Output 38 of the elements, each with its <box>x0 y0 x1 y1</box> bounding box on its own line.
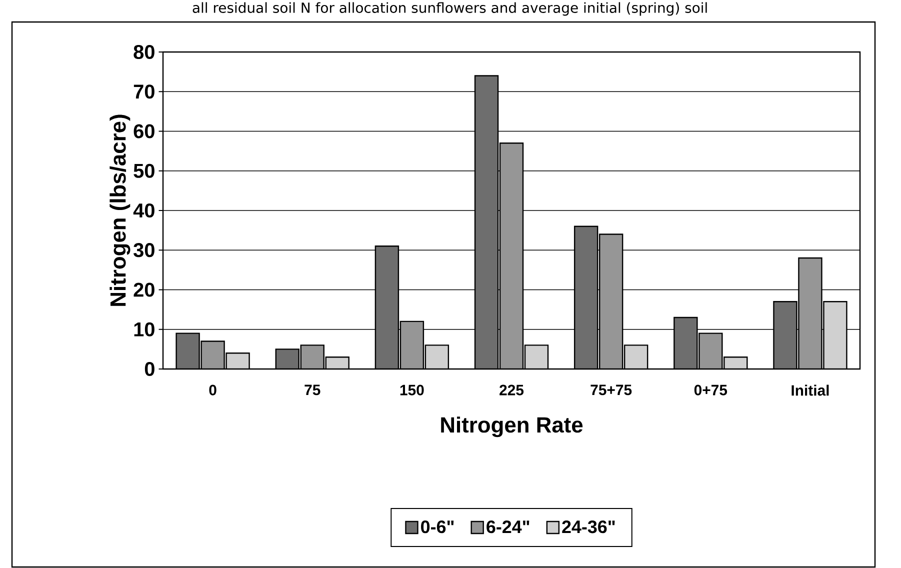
bar <box>624 345 648 369</box>
bar <box>176 333 200 369</box>
legend-label: 24-36" <box>562 520 615 534</box>
bar <box>600 234 623 369</box>
y-axis-title: Nitrogen (lbs/acre) <box>110 114 130 306</box>
y-tick-label: 20 <box>134 282 154 297</box>
bar <box>823 301 848 369</box>
bar <box>475 76 498 369</box>
bar <box>674 317 698 369</box>
x-tick-label: 150 <box>400 384 424 396</box>
bar <box>375 246 398 369</box>
bar <box>773 301 798 369</box>
y-tick-label: 0 <box>144 362 154 376</box>
legend-label: 0-6" <box>421 520 454 534</box>
bar <box>300 345 324 369</box>
chart-title: all residual soil N for allocation sunflowers and average initial (spring) soil <box>192 2 707 16</box>
bar <box>425 345 448 369</box>
bar <box>500 143 524 369</box>
bar <box>574 226 598 369</box>
bar <box>400 321 424 369</box>
legend-label: 6-24" <box>486 520 530 534</box>
bar <box>524 345 548 369</box>
x-axis-title: Nitrogen Rate <box>441 416 583 438</box>
bar <box>798 257 822 369</box>
x-tick-label: 75 <box>304 384 320 396</box>
y-tick-label: 30 <box>134 243 154 258</box>
x-tick-label: Initial <box>792 384 829 396</box>
x-tick-label: 225 <box>500 384 524 396</box>
y-tick-label: 10 <box>134 322 154 336</box>
y-tick-label: 40 <box>133 203 154 218</box>
x-tick-label: 0 <box>209 384 216 396</box>
bar <box>699 333 722 369</box>
y-tick-label: 80 <box>134 44 154 60</box>
y-tick-label: 70 <box>134 84 154 99</box>
y-tick-label: 60 <box>134 124 154 138</box>
x-tick-label: 75+75 <box>590 384 632 396</box>
x-tick-label: 0+75 <box>694 384 728 396</box>
y-tick-label: 50 <box>134 164 154 178</box>
